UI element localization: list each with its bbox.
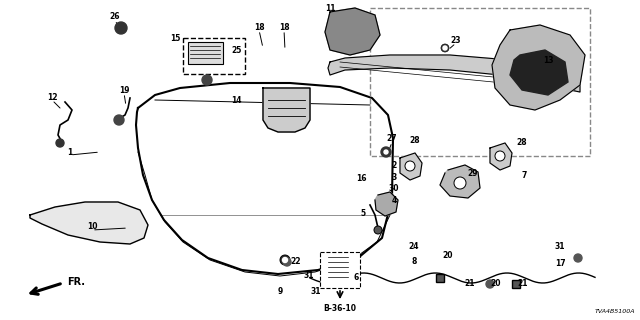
Polygon shape [400, 153, 422, 180]
Circle shape [114, 115, 124, 125]
Polygon shape [325, 8, 380, 55]
Polygon shape [263, 88, 310, 132]
FancyBboxPatch shape [436, 274, 444, 282]
Circle shape [495, 151, 505, 161]
Text: 31: 31 [555, 242, 565, 251]
Circle shape [374, 226, 382, 234]
Text: B-36-10: B-36-10 [323, 304, 356, 313]
Text: 31: 31 [311, 287, 321, 297]
Circle shape [443, 46, 447, 50]
Text: 18: 18 [278, 22, 289, 31]
Circle shape [405, 161, 415, 171]
Text: 20: 20 [491, 279, 501, 289]
Text: 1: 1 [67, 148, 72, 156]
Text: 14: 14 [231, 95, 241, 105]
Circle shape [202, 75, 212, 85]
Text: 13: 13 [543, 55, 553, 65]
Text: 2: 2 [392, 161, 397, 170]
Text: 31: 31 [304, 271, 314, 281]
Text: 8: 8 [412, 257, 417, 266]
Text: 4: 4 [392, 196, 397, 204]
Text: 29: 29 [468, 169, 478, 178]
Polygon shape [328, 55, 580, 92]
Circle shape [384, 150, 388, 154]
Text: 18: 18 [253, 22, 264, 31]
Text: 19: 19 [119, 85, 129, 94]
Text: 17: 17 [555, 260, 565, 268]
Circle shape [486, 280, 494, 288]
Circle shape [454, 177, 466, 189]
Circle shape [115, 22, 127, 34]
Text: 28: 28 [410, 135, 420, 145]
Circle shape [283, 258, 291, 266]
Text: TVA4B5100A: TVA4B5100A [595, 309, 635, 314]
Circle shape [441, 44, 449, 52]
Circle shape [574, 254, 582, 262]
Text: 24: 24 [409, 242, 419, 251]
Polygon shape [492, 25, 585, 110]
Text: 5: 5 [360, 209, 365, 218]
Text: 15: 15 [170, 34, 180, 43]
Circle shape [280, 255, 290, 265]
Text: 30: 30 [388, 183, 399, 193]
Text: 27: 27 [387, 133, 397, 142]
Text: 22: 22 [291, 258, 301, 267]
Text: 26: 26 [109, 12, 120, 20]
Text: 25: 25 [232, 45, 242, 54]
Polygon shape [30, 202, 148, 244]
Text: 12: 12 [47, 92, 57, 101]
Text: 10: 10 [87, 221, 97, 230]
Circle shape [56, 139, 64, 147]
Text: 23: 23 [451, 36, 461, 44]
Text: 9: 9 [277, 287, 283, 297]
FancyBboxPatch shape [512, 280, 520, 288]
Text: 3: 3 [392, 172, 397, 181]
Text: 7: 7 [522, 171, 527, 180]
Circle shape [282, 258, 287, 262]
Polygon shape [375, 192, 398, 216]
Text: 20: 20 [443, 251, 453, 260]
Polygon shape [510, 50, 568, 95]
Text: 28: 28 [516, 138, 527, 147]
Text: FR.: FR. [67, 277, 85, 287]
Text: 21: 21 [465, 279, 476, 289]
Polygon shape [440, 165, 480, 198]
Text: 6: 6 [353, 274, 358, 283]
Text: 21: 21 [518, 279, 528, 289]
Text: 11: 11 [324, 4, 335, 12]
FancyBboxPatch shape [320, 252, 360, 288]
Text: 16: 16 [356, 173, 366, 182]
FancyBboxPatch shape [188, 42, 223, 64]
Polygon shape [490, 143, 512, 170]
Circle shape [381, 147, 391, 157]
